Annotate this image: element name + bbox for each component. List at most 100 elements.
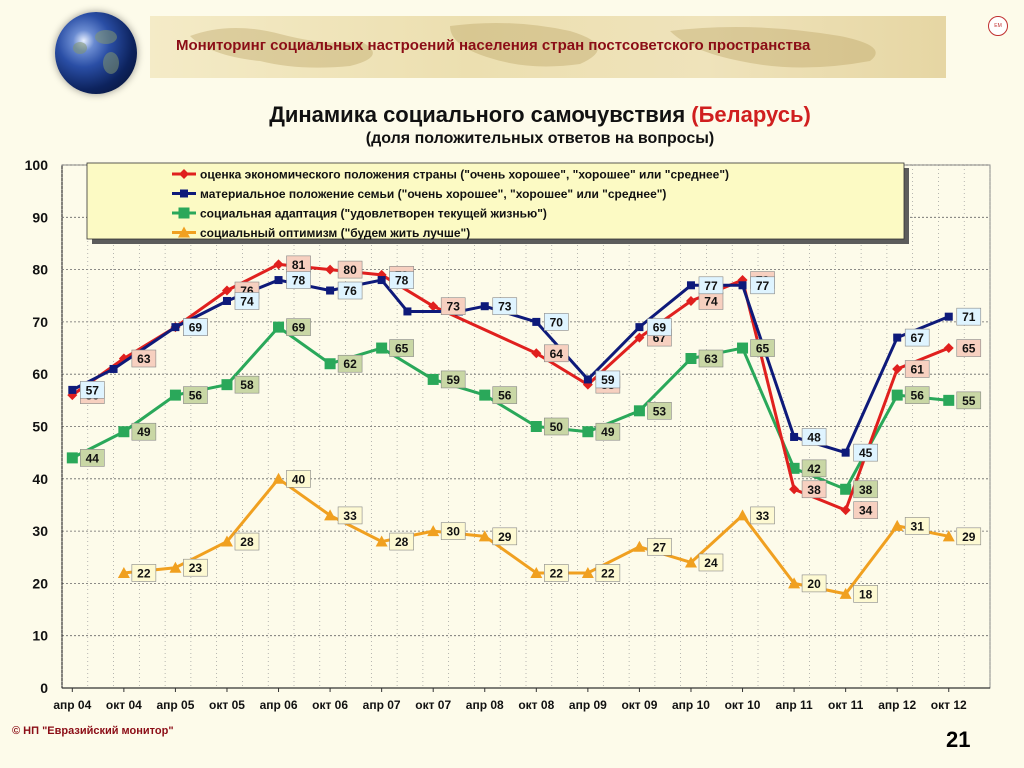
data-label-adaptation: 56 [911,389,925,403]
globe-icon [55,12,137,94]
x-tick-label: апр 09 [569,698,607,712]
y-tick-label: 10 [32,628,48,644]
x-tick-label: окт 12 [931,698,967,712]
data-label-family: 69 [189,321,203,335]
data-label-box-family [801,428,827,446]
data-point-optimism [169,561,182,573]
data-label-optimism: 22 [137,566,151,580]
data-point-optimism [891,519,904,531]
data-point-family [944,312,953,321]
data-label-family: 71 [962,310,976,324]
data-label-economy: 80 [343,263,357,277]
x-tick-label: апр 05 [156,698,194,712]
data-label-family: 77 [704,279,718,293]
data-point-family [686,281,695,290]
data-label-economy: 63 [137,352,151,366]
data-point-economy [892,363,903,374]
data-label-family: 67 [911,331,925,345]
data-point-optimism [633,540,646,552]
data-label-family: 78 [292,274,306,288]
data-label-economy: 74 [704,294,718,308]
data-label-box-family [80,381,105,399]
data-label-box-economy [131,349,157,368]
data-label-adaptation: 38 [859,483,873,497]
data-label-economy: 81 [292,258,306,272]
data-point-family [893,333,902,342]
world-map-background [190,22,876,68]
data-label-optimism: 22 [550,566,564,580]
data-point-adaptation [788,462,800,474]
data-label-box-economy [544,344,569,363]
data-label-adaptation: 65 [395,342,409,356]
data-label-box-optimism [750,506,775,525]
data-label-adaptation: 62 [343,357,357,371]
x-tick-label: апр 08 [466,698,504,712]
x-tick-label: апр 12 [878,698,916,712]
data-label-box-family [956,307,982,326]
x-tick-label: окт 06 [312,698,348,712]
data-label-optimism: 24 [704,556,718,570]
data-point-economy [840,505,851,516]
data-label-box-adaptation [286,318,311,336]
data-point-optimism [684,556,697,568]
data-label-box-family [337,281,363,300]
data-label-adaptation: 50 [550,420,564,434]
x-tick-label: апр 04 [53,698,91,712]
data-label-box-optimism [956,527,982,546]
data-label-economy: 61 [911,362,925,376]
data-label-family: 76 [343,284,357,298]
data-label-box-optimism [492,527,518,546]
data-point-economy [789,484,800,495]
data-label-box-adaptation [853,480,878,499]
legend-swatch-marker [178,207,190,219]
y-tick-label: 90 [32,209,48,225]
data-point-adaptation [273,321,285,333]
data-label-adaptation: 56 [189,389,203,403]
data-label-box-optimism [595,564,621,582]
data-point-adaptation [66,452,78,464]
data-point-optimism [788,577,801,589]
y-tick-label: 50 [32,419,48,435]
data-label-box-family [492,297,518,316]
data-label-box-adaptation [544,417,569,436]
x-tick-label: окт 08 [518,698,554,712]
data-label-box-optimism [853,585,878,603]
data-label-optimism: 23 [189,561,203,575]
data-point-optimism [530,566,543,578]
data-point-family [68,385,77,394]
data-point-adaptation [169,389,181,401]
data-point-adaptation [530,421,542,432]
data-label-box-economy [853,501,878,519]
banner-title: Мониторинг социальных настроений населен… [176,37,811,54]
data-point-family [171,323,180,332]
data-label-box-optimism [904,517,930,535]
data-label-adaptation: 49 [137,425,151,439]
chart-title: Динамика социального самочувствия (Белар… [269,102,811,127]
header-banner: Мониторинг социальных настроений населен… [150,16,946,78]
y-tick-label: 70 [32,314,48,330]
data-point-adaptation [427,373,439,385]
data-point-optimism [736,509,749,521]
data-label-box-adaptation [956,391,982,410]
data-label-box-adaptation [647,402,672,420]
data-point-family [377,276,386,285]
data-point-family [274,276,283,285]
data-label-optimism: 30 [447,525,461,539]
data-label-economy: 64 [550,347,564,361]
data-label-adaptation: 58 [240,378,254,392]
data-point-economy [273,259,284,270]
data-label-family: 73 [498,300,512,314]
data-label-box-adaptation [183,386,208,404]
data-point-family [790,432,799,441]
data-point-optimism [220,535,233,547]
data-label-box-family [389,271,414,289]
data-label-family: 77 [756,279,770,293]
y-tick-label: 30 [32,523,48,539]
data-label-optimism: 18 [859,587,873,601]
x-tick-label: окт 04 [106,698,142,712]
data-label-box-family [698,276,724,295]
x-tick-label: апр 10 [672,698,710,712]
data-point-family [326,286,335,295]
data-label-adaptation: 44 [86,451,100,465]
